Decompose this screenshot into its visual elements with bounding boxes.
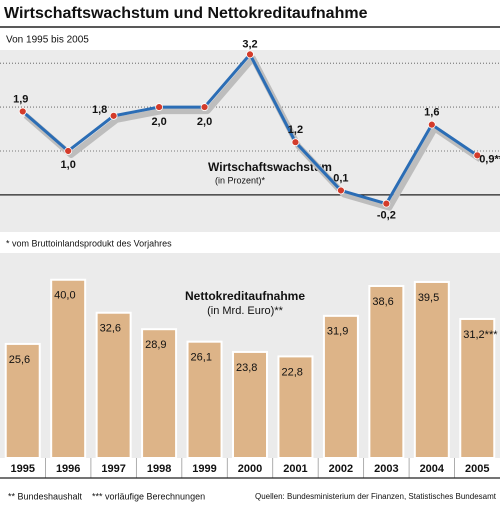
value-label: 40,0 — [54, 290, 75, 302]
bar — [322, 314, 359, 459]
footnote: ** Bundeshaushalt — [8, 491, 83, 501]
chart-label: Wirtschaftswachstum — [208, 160, 332, 174]
value-label: 39,5 — [418, 292, 439, 304]
value-label: 38,6 — [372, 296, 393, 308]
marker — [427, 120, 436, 129]
bar — [4, 342, 41, 460]
value-label: 22,8 — [281, 366, 302, 378]
x-tick-label: 1999 — [192, 463, 216, 475]
value-label: 25,6 — [9, 354, 30, 366]
title: Wirtschaftswachstum und Nettokreditaufna… — [4, 5, 368, 22]
marker — [473, 151, 482, 160]
value-label: 0,9*** — [479, 153, 500, 165]
chart-label: Nettokreditaufnahme — [185, 289, 305, 303]
subtitle: Von 1995 bis 2005 — [6, 35, 89, 46]
x-tick-label: 1996 — [56, 463, 80, 475]
value-label: 1,0 — [61, 159, 76, 171]
bar — [141, 328, 178, 459]
bar — [50, 278, 87, 459]
value-label: 31,9 — [327, 326, 348, 338]
value-label: 26,1 — [191, 352, 212, 364]
x-tick-label: 2000 — [238, 463, 262, 475]
value-label: 32,6 — [100, 323, 121, 335]
category-row — [0, 458, 500, 478]
x-tick-label: 2005 — [465, 463, 489, 475]
value-label: 1,8 — [92, 104, 107, 116]
value-label: 0,1 — [333, 172, 348, 184]
bar — [232, 350, 268, 459]
x-tick-label: 2002 — [329, 463, 353, 475]
footnote: * vom Bruttoinlandsprodukt des Vorjahres — [6, 238, 172, 248]
marker — [382, 199, 391, 208]
marker — [337, 186, 345, 195]
value-label: 2,0 — [151, 116, 166, 128]
chart-sublabel: (in Mrd. Euro)** — [207, 305, 284, 317]
value-label: 31,2*** — [463, 329, 498, 341]
value-label: 1,9 — [13, 93, 28, 105]
bar — [95, 311, 132, 459]
x-tick-label: 1998 — [147, 463, 171, 475]
x-tick-label: 1995 — [10, 463, 34, 475]
value-label: 28,9 — [145, 339, 166, 351]
marker — [109, 111, 118, 120]
bar — [277, 355, 314, 459]
x-tick-label: 2003 — [374, 463, 398, 475]
value-label: -0,2 — [377, 210, 396, 222]
value-label: 3,2 — [242, 38, 257, 50]
footnote: *** vorläufige Berechnungen — [92, 491, 205, 501]
marker — [246, 50, 254, 59]
source: Quellen: Bundesministerium der Finanzen,… — [255, 492, 497, 501]
x-tick-label: 2001 — [283, 463, 307, 475]
value-label: 23,8 — [236, 362, 257, 374]
chart-sublabel: (in Prozent)* — [215, 175, 266, 185]
value-label: 1,6 — [424, 107, 439, 119]
marker — [64, 147, 73, 155]
bar — [413, 280, 450, 459]
x-tick-label: 1997 — [101, 463, 125, 475]
marker — [155, 103, 163, 111]
marker — [200, 103, 209, 111]
bar — [186, 340, 223, 459]
bar — [368, 284, 405, 460]
value-label: 1,2 — [288, 124, 303, 136]
value-label: 2,0 — [197, 116, 212, 128]
x-tick-label: 2004 — [420, 463, 445, 475]
marker — [291, 138, 300, 147]
marker — [18, 107, 27, 116]
bar — [459, 317, 496, 459]
